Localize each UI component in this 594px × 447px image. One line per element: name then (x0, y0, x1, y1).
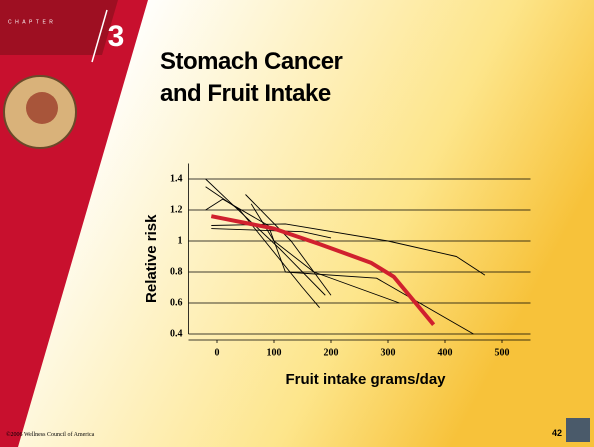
x-tick-label: 500 (495, 347, 510, 358)
series-line (205, 178, 326, 296)
y-tick-label: 0.4 (170, 328, 183, 339)
series-line (245, 194, 400, 304)
y-tick-label: 0.8 (170, 266, 183, 277)
series-line (211, 223, 486, 276)
footer: ©2006 Wellness Council of America (6, 432, 95, 438)
y-tick-label: 1 (178, 235, 183, 246)
page-number: 42 (552, 428, 563, 438)
y-tick-label: 1.2 (170, 204, 183, 215)
series-line (205, 186, 320, 308)
x-tick-label: 400 (438, 347, 453, 358)
series-line (250, 203, 332, 296)
chapter-number: 3 (108, 20, 125, 53)
x-axis-label: Fruit intake grams/day (285, 371, 446, 388)
y-tick-label: 0.6 (170, 297, 183, 308)
series-line (205, 198, 474, 335)
slide-title: Stomach Cancer and Fruit Intake (160, 48, 343, 107)
tab-divider (91, 9, 108, 63)
chapter-label: CHAPTER (8, 19, 56, 25)
x-tick-label: 0 (215, 347, 220, 358)
y-tick-label: 1.4 (170, 173, 183, 184)
logo (566, 418, 590, 442)
x-tick-label: 100 (267, 347, 282, 358)
x-tick-label: 200 (324, 347, 339, 358)
x-tick-label: 300 (381, 347, 396, 358)
series-line (211, 228, 332, 239)
chapter-tab (0, 0, 118, 55)
series-line (210, 214, 436, 326)
y-axis-label: Relative risk (143, 214, 160, 303)
figure-face (26, 92, 58, 124)
